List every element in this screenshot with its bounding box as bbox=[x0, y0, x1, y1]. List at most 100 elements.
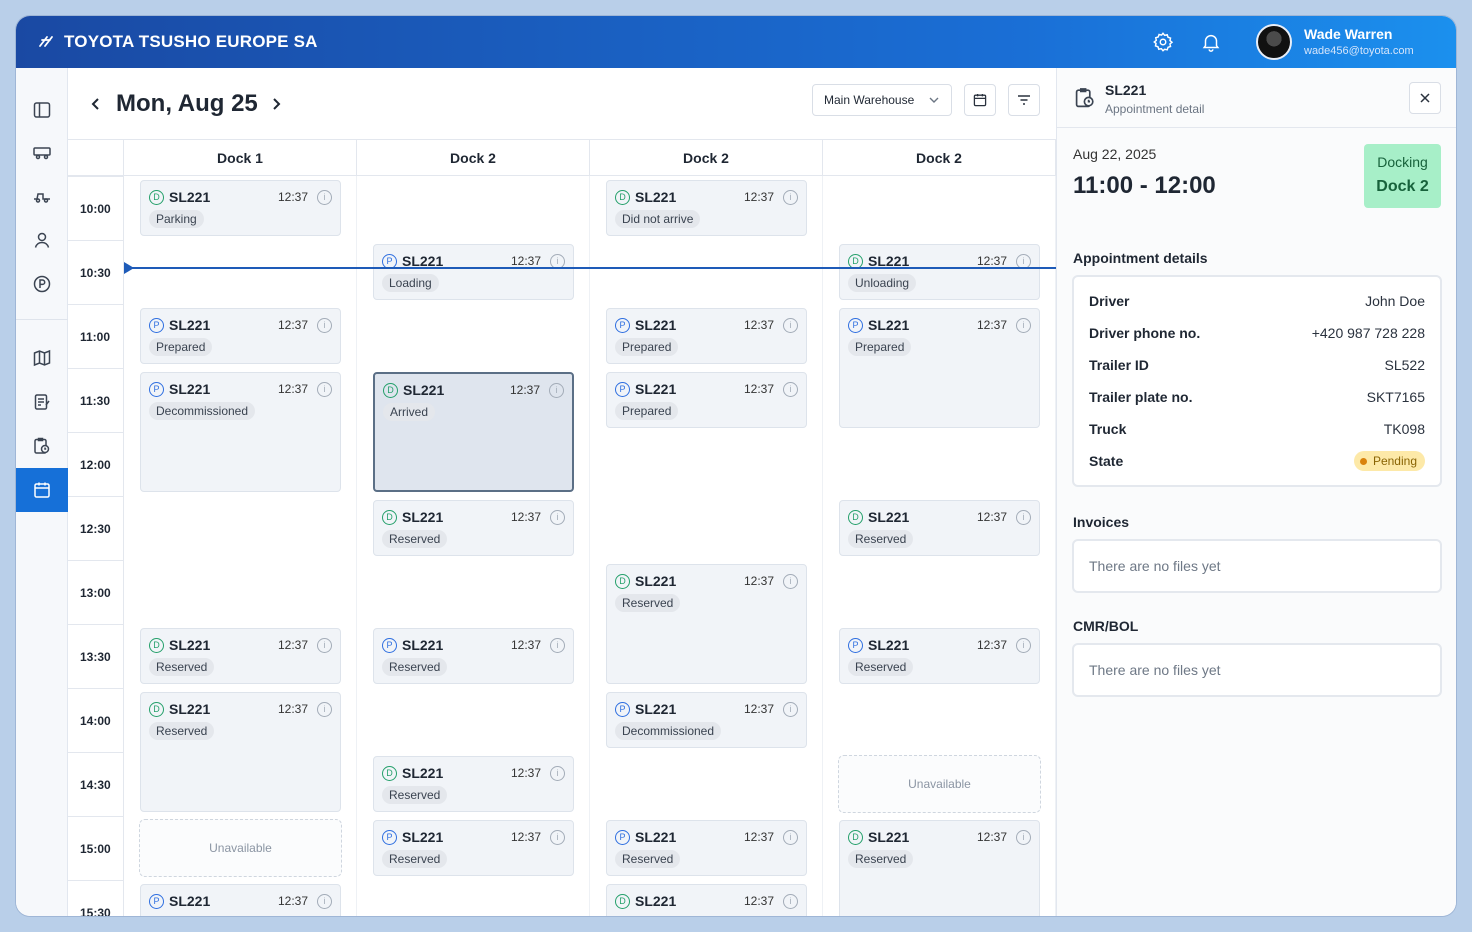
appointment-meta: 12:37 i bbox=[278, 189, 332, 205]
appointment-card[interactable]: D SL221 12:37 i Reserved bbox=[373, 500, 574, 556]
appointment-meta: 12:37 i bbox=[278, 637, 332, 653]
appointment-card[interactable]: D SL221 12:37 i Reserved bbox=[140, 628, 341, 684]
appointment-card[interactable]: D SL221 12:37 i Reserved bbox=[839, 820, 1040, 916]
appointment-card[interactable]: P SL221 12:37 i Decommissioned bbox=[606, 692, 807, 748]
info-icon[interactable]: i bbox=[550, 509, 565, 525]
appointment-header: P SL221 12:37 i bbox=[149, 893, 332, 909]
avatar[interactable] bbox=[1256, 24, 1292, 60]
docking-type-icon: D bbox=[615, 573, 630, 589]
appointment-card[interactable]: D SL221 12:37 i Parking bbox=[140, 180, 341, 236]
info-icon[interactable]: i bbox=[783, 381, 798, 397]
appointment-card[interactable]: D SL221 12:37 i Reserved bbox=[839, 500, 1040, 556]
appointment-card[interactable]: P SL221 12:37 i Prepared bbox=[606, 308, 807, 364]
info-icon[interactable]: i bbox=[1016, 509, 1031, 525]
detail-row: State Pending bbox=[1074, 445, 1440, 477]
info-icon[interactable]: i bbox=[783, 829, 798, 845]
info-icon[interactable]: i bbox=[317, 189, 332, 205]
appointment-status: Reserved bbox=[848, 850, 914, 868]
appointment-status: Did not arrive bbox=[615, 210, 701, 228]
top-bar: TOYOTA TSUSHO EUROPE SA Wade Warren wade… bbox=[16, 16, 1456, 68]
appointment-time: 12:37 bbox=[743, 190, 774, 204]
appointment-meta: 12:37 i bbox=[744, 573, 798, 589]
sidebar-item-parking[interactable] bbox=[16, 262, 68, 306]
appointment-header: D SL221 12:37 i bbox=[848, 509, 1031, 525]
appointment-card[interactable]: P SL221 12:37 i Reserved bbox=[606, 820, 807, 876]
notifications-button[interactable] bbox=[1198, 29, 1224, 55]
bell-icon bbox=[1202, 34, 1220, 52]
close-button[interactable] bbox=[1409, 82, 1441, 114]
date-picker-button[interactable] bbox=[964, 84, 996, 116]
appointment-card[interactable]: P SL221 12:37 i Reserved bbox=[373, 628, 574, 684]
info-icon[interactable]: i bbox=[317, 701, 332, 717]
user-info[interactable]: Wade Warren wade456@toyota.com bbox=[1304, 26, 1414, 57]
appointment-card[interactable]: P SL221 12:37 i Prepared bbox=[606, 372, 807, 428]
appointment-card[interactable]: D SL221 12:37 i Reserved bbox=[140, 692, 341, 812]
appointment-card[interactable]: P SL221 12:37 i Prepared bbox=[140, 308, 341, 364]
appointment-code: SL221 bbox=[402, 765, 444, 781]
info-icon[interactable]: i bbox=[317, 637, 332, 653]
appointment-code-wrap: P SL221 bbox=[615, 381, 676, 397]
sidebar-item-trucks[interactable] bbox=[16, 174, 68, 218]
appointment-card[interactable]: D SL221 12:37 i Arrived bbox=[373, 372, 574, 492]
sidebar-item-trailers[interactable] bbox=[16, 130, 68, 174]
info-icon[interactable]: i bbox=[1016, 829, 1031, 845]
appointment-card[interactable]: P SL221 12:37 i Reserved bbox=[373, 820, 574, 876]
status-dot bbox=[1359, 457, 1367, 465]
appointment-status: Reserved bbox=[615, 594, 681, 612]
parking-type-icon: P bbox=[382, 637, 397, 653]
appointment-time: 12:37 bbox=[277, 318, 308, 332]
info-icon[interactable]: i bbox=[783, 893, 798, 909]
sidebar-item-drivers[interactable] bbox=[16, 218, 68, 262]
appointment-card[interactable]: P SL221 12:37 i bbox=[140, 884, 341, 916]
filter-button[interactable] bbox=[1008, 84, 1040, 116]
appointment-status: Prepared bbox=[615, 338, 679, 356]
sidebar-item-tasks[interactable] bbox=[16, 380, 68, 424]
appointment-card[interactable]: D SL221 12:37 i Did not arrive bbox=[606, 180, 807, 236]
sidebar-toggle[interactable] bbox=[16, 88, 68, 132]
next-day-button[interactable] bbox=[266, 94, 286, 114]
info-icon[interactable]: i bbox=[783, 317, 798, 333]
info-icon[interactable]: i bbox=[1016, 317, 1031, 333]
info-icon[interactable]: i bbox=[317, 317, 332, 333]
sidebar-item-calendar[interactable] bbox=[16, 468, 68, 512]
time-slot-label: 14:00 bbox=[68, 688, 124, 752]
brand[interactable]: TOYOTA TSUSHO EUROPE SA bbox=[38, 32, 318, 52]
appointment-status: Prepared bbox=[149, 338, 213, 356]
sidebar-item-appointments[interactable] bbox=[16, 424, 68, 468]
settings-button[interactable] bbox=[1150, 29, 1176, 55]
info-icon[interactable]: i bbox=[783, 573, 798, 589]
warehouse-select[interactable]: Main Warehouse bbox=[812, 84, 952, 116]
appointment-card[interactable]: D SL221 12:37 i bbox=[606, 884, 807, 916]
appointment-status: Reserved bbox=[382, 530, 448, 548]
appointment-card[interactable]: P SL221 12:37 i Prepared bbox=[839, 308, 1040, 428]
info-icon[interactable]: i bbox=[549, 382, 564, 398]
appointment-code: SL221 bbox=[169, 637, 211, 653]
appointment-card[interactable]: P SL221 12:37 i Loading bbox=[373, 244, 574, 300]
info-icon[interactable]: i bbox=[317, 381, 332, 397]
appointment-card[interactable]: P SL221 12:37 i Reserved bbox=[839, 628, 1040, 684]
time-slot-label: 11:00 bbox=[68, 304, 124, 368]
invoices-dropzone[interactable]: There are no files yet bbox=[1072, 539, 1442, 593]
info-icon[interactable]: i bbox=[550, 765, 565, 781]
sidebar-item-map[interactable] bbox=[16, 336, 68, 380]
panel-subtitle: Appointment detail bbox=[1105, 102, 1205, 116]
appointment-card[interactable]: D SL221 12:37 i Unloading bbox=[839, 244, 1040, 300]
info-icon[interactable]: i bbox=[317, 893, 332, 909]
appointment-card[interactable]: D SL221 12:37 i Reserved bbox=[606, 564, 807, 684]
appointment-card[interactable]: D SL221 12:37 i Reserved bbox=[373, 756, 574, 812]
info-icon[interactable]: i bbox=[550, 829, 565, 845]
info-icon[interactable]: i bbox=[1016, 637, 1031, 653]
appointment-code: SL221 bbox=[868, 253, 910, 269]
parking-type-icon: P bbox=[848, 317, 863, 333]
appointment-code-wrap: P SL221 bbox=[615, 317, 676, 333]
time-slot-label: 13:30 bbox=[68, 624, 124, 688]
cmr-dropzone[interactable]: There are no files yet bbox=[1072, 643, 1442, 697]
info-icon[interactable]: i bbox=[550, 637, 565, 653]
chevron-left-icon bbox=[91, 98, 99, 110]
appointment-card[interactable]: P SL221 12:37 i Decommissioned bbox=[140, 372, 341, 492]
previous-day-button[interactable] bbox=[86, 94, 106, 114]
info-icon[interactable]: i bbox=[783, 189, 798, 205]
info-icon[interactable]: i bbox=[783, 701, 798, 717]
appointment-time: 12:37 bbox=[743, 830, 774, 844]
appointment-header: P SL221 12:37 i bbox=[615, 381, 798, 397]
